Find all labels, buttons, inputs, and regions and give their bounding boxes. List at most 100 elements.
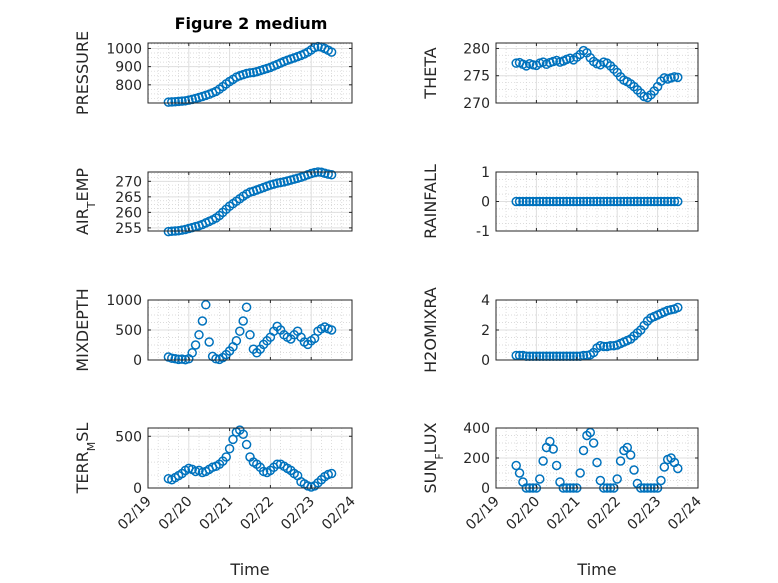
- y-tick-label: 800: [115, 78, 142, 94]
- y-tick-label: 900: [115, 60, 142, 76]
- data-point: [173, 354, 184, 365]
- y-tick-label: 0: [481, 195, 490, 211]
- data-point: [578, 445, 589, 456]
- data-point: [588, 196, 599, 207]
- data-point: [241, 302, 252, 312]
- data-point: [598, 196, 609, 207]
- data-point: [548, 444, 558, 454]
- minor-grid: [495, 43, 699, 104]
- y-axis-label: THETA: [421, 47, 440, 99]
- tick-marks: [495, 299, 699, 361]
- data-point: [197, 316, 208, 326]
- data-point: [585, 196, 596, 207]
- data-point: [187, 348, 197, 358]
- data-series: [511, 427, 683, 493]
- data-point: [545, 196, 555, 207]
- data-point: [528, 60, 538, 70]
- data-point: [511, 460, 521, 471]
- data-point: [241, 439, 252, 450]
- data-point: [646, 196, 656, 207]
- y-axis-label: PRESSURE: [73, 31, 92, 115]
- y-tick-label: 1000: [106, 293, 142, 309]
- y-tick-label: 0: [133, 353, 142, 369]
- data-point: [612, 474, 622, 484]
- data-point: [659, 462, 670, 472]
- data-point: [582, 196, 592, 207]
- data-point: [575, 468, 585, 478]
- data-point: [326, 325, 337, 335]
- x-axis-label: Time: [576, 560, 616, 579]
- data-series: [511, 302, 683, 361]
- data-point: [551, 460, 562, 471]
- data-point: [656, 196, 666, 207]
- subplot-h2omixra: 0 2 4 H2OMIXRA: [421, 287, 699, 373]
- data-point: [612, 196, 622, 207]
- data-point: [545, 436, 555, 447]
- data-point: [535, 196, 545, 207]
- data-point: [224, 443, 235, 454]
- y-tick-label: 260: [115, 205, 142, 221]
- tick-marks: [147, 43, 353, 103]
- y-tick-label: 280: [463, 41, 490, 57]
- y-tick-label: 1: [481, 165, 490, 181]
- data-point: [323, 169, 333, 179]
- data-point: [565, 196, 575, 207]
- data-point: [518, 196, 528, 207]
- data-point: [656, 475, 666, 486]
- y-tick-label: 0: [481, 353, 490, 369]
- data-point: [659, 196, 670, 207]
- axes-frame: [147, 171, 353, 232]
- data-point: [669, 196, 680, 207]
- data-point: [673, 302, 683, 313]
- data-point: [238, 316, 248, 326]
- data-point: [238, 429, 248, 439]
- data-point: [605, 341, 616, 351]
- tick-marks: [147, 299, 353, 361]
- data-point: [170, 96, 180, 107]
- y-axis-label: RAINFALL: [421, 164, 440, 239]
- data-point: [636, 196, 646, 207]
- data-point: [555, 196, 565, 207]
- subplot-mixdepth: 0 500 1000 MIXDEPTH: [73, 288, 353, 372]
- tick-marks: [495, 427, 699, 489]
- data-point: [673, 196, 683, 207]
- y-tick-label: 4: [481, 293, 490, 309]
- data-point: [177, 96, 187, 106]
- data-point: [177, 354, 187, 364]
- data-point: [245, 68, 255, 78]
- axes-frame: [495, 42, 699, 104]
- data-point: [235, 326, 245, 336]
- data-point: [615, 456, 626, 466]
- data-point: [578, 196, 589, 207]
- data-point: [326, 170, 337, 180]
- data-point: [629, 465, 639, 475]
- figure-title: Figure 2 medium: [175, 14, 328, 33]
- y-axis-label: H2OMIXRA: [421, 287, 440, 373]
- y-axis-label: MIXDEPTH: [73, 288, 92, 371]
- data-point: [625, 196, 636, 207]
- data-point: [201, 300, 211, 310]
- data-point: [538, 196, 548, 207]
- y-tick-label: 270: [463, 96, 490, 112]
- data-point: [326, 468, 337, 479]
- y-tick-label: 500: [115, 429, 142, 445]
- data-point: [167, 353, 177, 363]
- data-point: [528, 196, 538, 207]
- data-point: [211, 354, 221, 364]
- data-point: [326, 47, 337, 57]
- subplot-rainfall: -1 0 1 RAINFALL: [421, 164, 699, 240]
- data-point: [551, 196, 562, 207]
- data-point: [521, 196, 532, 207]
- data-point: [649, 196, 659, 207]
- data-series: [163, 167, 337, 237]
- data-point: [639, 196, 649, 207]
- data-point: [619, 196, 629, 207]
- data-point: [511, 196, 521, 207]
- data-series: [163, 41, 337, 107]
- data-point: [673, 463, 683, 474]
- data-point: [598, 341, 609, 352]
- data-point: [652, 196, 663, 207]
- data-point: [615, 196, 626, 207]
- y-axis-label: SUNFLUX: [421, 422, 446, 493]
- data-point: [167, 97, 177, 107]
